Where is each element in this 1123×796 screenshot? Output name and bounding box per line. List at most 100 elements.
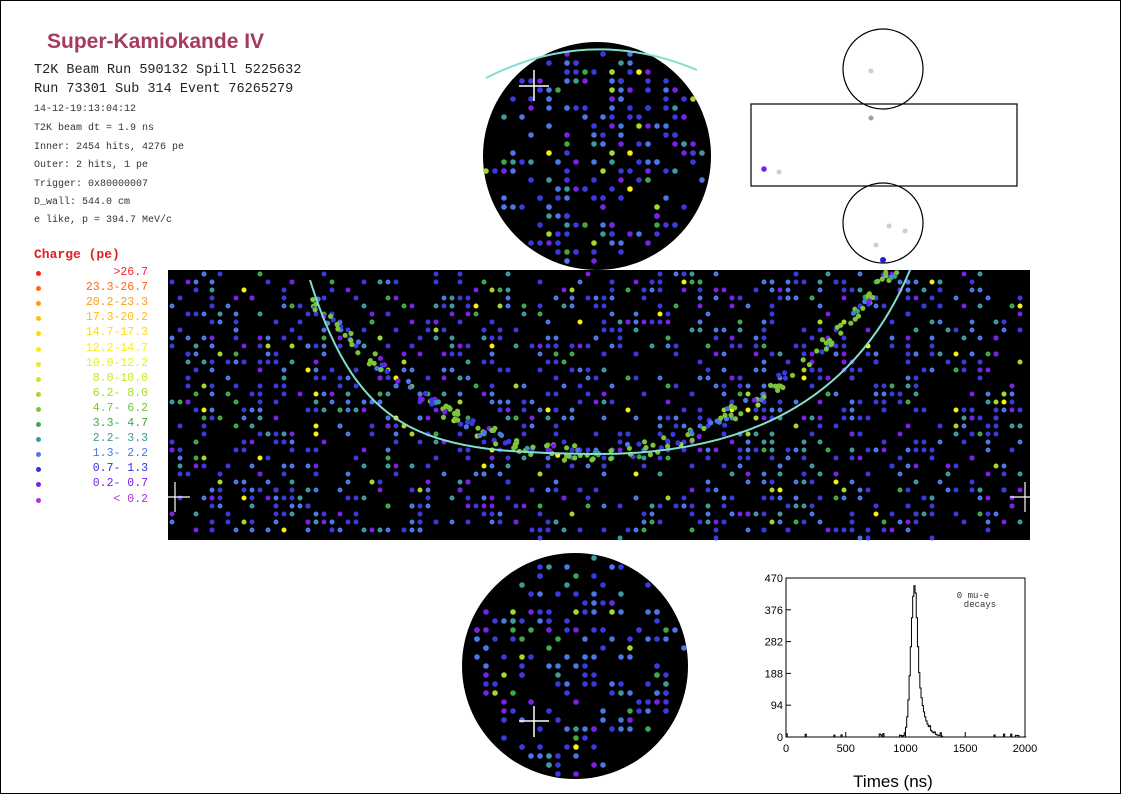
pmt-hit [481, 463, 487, 469]
pmt-hit [977, 511, 983, 517]
pmt-hit [425, 503, 431, 509]
pmt-hit [929, 503, 935, 509]
pmt-hit [233, 327, 239, 333]
pmt-hit [537, 471, 543, 477]
pmt-hit [833, 351, 839, 357]
pmt-hit [501, 114, 507, 120]
pmt-hit [249, 391, 255, 397]
pmt-hit [442, 409, 448, 415]
y-tick-label: 94 [771, 700, 783, 712]
pmt-hit [654, 690, 660, 696]
pmt-hit [665, 319, 671, 325]
pmt-hit [618, 690, 624, 696]
pmt-hit [785, 359, 791, 365]
pmt-hit [497, 511, 503, 517]
pmt-hit [977, 335, 983, 341]
pmt-hit [617, 535, 623, 541]
pmt-hit [681, 279, 687, 285]
pmt-hit [945, 327, 951, 333]
pmt-hit [241, 487, 247, 493]
pmt-hit [510, 204, 516, 210]
pmt-hit [577, 367, 583, 373]
pmt-hit [217, 311, 223, 317]
pmt-hit [555, 591, 561, 597]
pmt-hit [593, 335, 599, 341]
pmt-hit [953, 367, 959, 373]
pmt-hit [233, 295, 239, 301]
pmt-hit [969, 431, 975, 437]
pmt-hit [993, 415, 999, 421]
pmt-hit [281, 303, 287, 309]
pmt-hit [329, 367, 335, 373]
pmt-hit [761, 279, 767, 285]
pmt-hit [633, 351, 639, 357]
pmt-hit [673, 383, 679, 389]
pmt-hit [645, 726, 651, 732]
pmt-hit [452, 416, 458, 422]
pmt-hit [645, 87, 651, 93]
pmt-hit [537, 279, 543, 285]
pmt-hit [701, 425, 707, 432]
pmt-hit [528, 96, 534, 102]
pmt-hit [873, 447, 879, 453]
pmt-hit [849, 415, 855, 421]
pmt-hit [233, 447, 239, 453]
pmt-hit [521, 383, 527, 389]
pmt-hit [657, 455, 663, 461]
pmt-hit [697, 415, 703, 421]
pmt-hit [689, 463, 695, 469]
pmt-hit [537, 511, 543, 517]
pmt-hit [737, 383, 743, 389]
pmt-hit [510, 618, 516, 624]
pmt-hit [405, 378, 412, 384]
pmt-hit [828, 342, 834, 348]
pmt-hit [393, 327, 399, 333]
pmt-hit [573, 591, 579, 597]
barrel-left-marker [160, 482, 190, 512]
pmt-hit [617, 431, 623, 437]
pmt-hit [627, 114, 633, 120]
pmt-hit [591, 141, 597, 147]
pmt-hit [545, 391, 551, 397]
pmt-hit [257, 471, 263, 477]
charge-legend-item: 2.2- 3.3 [36, 432, 156, 447]
top-endcap [483, 42, 711, 270]
pmt-hit [573, 609, 579, 615]
pmt-hit [201, 407, 207, 413]
pmt-hit [483, 663, 489, 669]
pmt-hit [209, 415, 215, 421]
pmt-hit [737, 391, 743, 397]
pmt-hit [233, 311, 239, 317]
pmt-hit [417, 396, 424, 402]
pmt-hit [801, 455, 807, 461]
pmt-hit [564, 681, 570, 687]
pmt-hit [841, 295, 847, 301]
pmt-hit [553, 335, 559, 341]
pmt-hit [785, 295, 791, 301]
pmt-hit [641, 463, 647, 469]
pmt-hit [654, 222, 660, 228]
pmt-hit [645, 177, 651, 183]
pmt-hit [961, 303, 967, 309]
pmt-hit [564, 132, 570, 138]
pmt-hit [769, 303, 775, 309]
pmt-hit [321, 335, 327, 341]
pmt-hit [609, 311, 615, 317]
charge-range-label: 3.3- 4.7 [92, 417, 148, 430]
pmt-hit [817, 375, 823, 381]
pmt-hit [225, 359, 231, 365]
pmt-hit [366, 361, 372, 367]
pmt-hit [645, 609, 651, 615]
pmt-hit [849, 511, 855, 517]
pmt-hit [519, 582, 525, 588]
pmt-hit [555, 762, 561, 768]
pmt-hit [465, 419, 471, 425]
pmt-hit [393, 279, 399, 285]
pmt-hit [449, 519, 455, 525]
pmt-hit [489, 519, 495, 525]
trigger-code: Trigger: 0x80000007 [34, 179, 149, 190]
pmt-hit [737, 343, 743, 349]
pmt-hit [425, 479, 431, 485]
pmt-hit [185, 359, 191, 365]
pmt-hit [537, 351, 543, 357]
